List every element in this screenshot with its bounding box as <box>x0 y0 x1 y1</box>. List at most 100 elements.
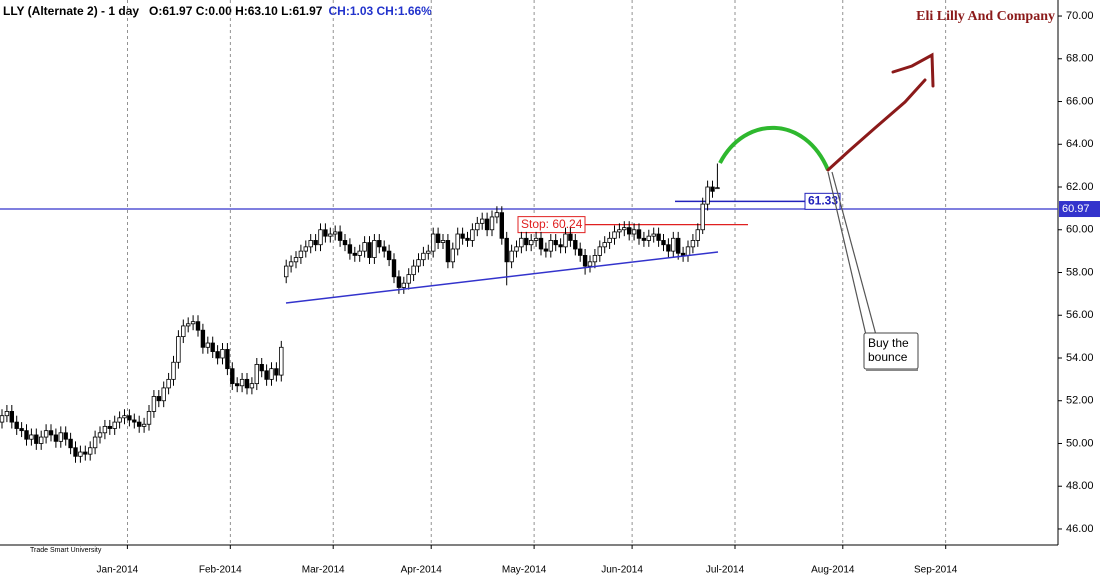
candle-body <box>529 240 534 246</box>
x-tick-label: Feb-2014 <box>199 565 242 576</box>
support-trendline <box>285 251 719 304</box>
candle-body <box>181 325 186 338</box>
candle-body <box>107 425 112 429</box>
candle-body <box>185 323 191 327</box>
x-tick-label: Jun-2014 <box>601 565 643 576</box>
candle-body <box>9 411 14 423</box>
candle-body <box>622 227 627 231</box>
candle-body <box>475 222 480 231</box>
x-tick-label: Aug-2014 <box>811 565 855 576</box>
candle-body <box>127 415 132 421</box>
candle-body <box>695 229 700 241</box>
y-tick-label: 56.00 <box>1066 309 1094 321</box>
candle-body <box>700 203 705 231</box>
candle-body <box>112 421 117 429</box>
candle-body <box>244 378 250 389</box>
projected-arrow <box>826 52 935 172</box>
candle-body <box>627 227 632 235</box>
candle-body <box>538 237 544 250</box>
candle-body <box>705 186 710 205</box>
candle-body <box>279 346 284 376</box>
candle-body <box>440 240 446 243</box>
candle-body <box>524 237 529 246</box>
candle-body <box>132 419 137 423</box>
candle-body <box>710 186 715 192</box>
candle-body <box>666 244 671 252</box>
candle-body <box>190 321 196 325</box>
candle-body <box>578 248 583 256</box>
callout-pointer <box>827 171 867 336</box>
candle-body <box>156 396 161 402</box>
y-tick-label: 70.00 <box>1066 10 1094 22</box>
quote: O:61.97 C:0.00 H:63.10 L:61.97 <box>149 4 323 18</box>
candle-body <box>676 237 681 254</box>
candle-body <box>24 430 29 440</box>
candle-body <box>470 229 475 241</box>
x-tick-label: Jan-2014 <box>97 565 139 576</box>
candle-body <box>352 252 357 256</box>
candle-body <box>274 368 279 376</box>
candle-body <box>636 229 642 239</box>
candle-body <box>43 430 49 438</box>
candle-body <box>122 415 127 419</box>
y-tick-label: 68.00 <box>1066 53 1094 65</box>
candle-body <box>465 237 470 241</box>
candle-body <box>58 432 63 442</box>
candle-body <box>215 351 220 359</box>
callout-text: Buy the <box>868 336 909 350</box>
candle-body <box>543 248 549 252</box>
candle-body <box>141 423 147 427</box>
candle-body <box>445 240 451 263</box>
candle-body <box>582 255 588 267</box>
candle-body <box>494 212 500 218</box>
candle-body <box>455 233 460 250</box>
projected-arc <box>718 125 830 171</box>
x-tick-label: Jul-2014 <box>706 565 745 576</box>
candle-body <box>509 250 514 263</box>
candle-body <box>548 240 553 252</box>
candle-body <box>715 187 720 190</box>
candle-body <box>88 447 93 455</box>
candle-body <box>239 378 245 387</box>
candle-body <box>117 417 122 423</box>
candle-body <box>514 246 519 252</box>
candle-body <box>651 233 656 237</box>
target-label: 61.33 <box>808 194 838 208</box>
source: Trade Smart University <box>30 547 102 554</box>
callout-text: bounce <box>868 350 908 364</box>
candle-body <box>83 451 88 455</box>
candle-body <box>195 321 201 331</box>
candle-body <box>166 378 171 389</box>
candle-body <box>19 428 24 432</box>
candle-body <box>269 368 274 380</box>
candle-body <box>460 233 465 239</box>
candle-body <box>48 430 54 436</box>
candle-body <box>146 411 152 425</box>
candle-body <box>680 252 686 256</box>
candle-body <box>318 229 323 246</box>
candle-body <box>200 329 206 348</box>
candle-body <box>97 432 103 438</box>
candle-body <box>288 261 294 267</box>
candle-body <box>597 246 602 256</box>
candle-body <box>372 240 377 258</box>
candle-body <box>661 240 666 246</box>
candle-body <box>484 218 490 231</box>
candle-body <box>249 383 255 389</box>
y-tick-label: 48.00 <box>1066 480 1094 492</box>
candle-body <box>92 436 98 449</box>
candle-body <box>29 434 34 440</box>
candle-body <box>73 447 78 457</box>
callout-pointer <box>831 171 877 336</box>
stop-label: Stop: 60.24 <box>521 217 583 231</box>
candle-body <box>411 265 416 276</box>
x-tick-label: Apr-2014 <box>401 565 443 576</box>
candle-body <box>220 349 225 359</box>
candle-body <box>34 434 39 444</box>
candle-body <box>435 233 441 243</box>
candle-body <box>685 246 691 256</box>
candle-body <box>102 425 108 434</box>
y-tick-label: 58.00 <box>1066 266 1094 278</box>
